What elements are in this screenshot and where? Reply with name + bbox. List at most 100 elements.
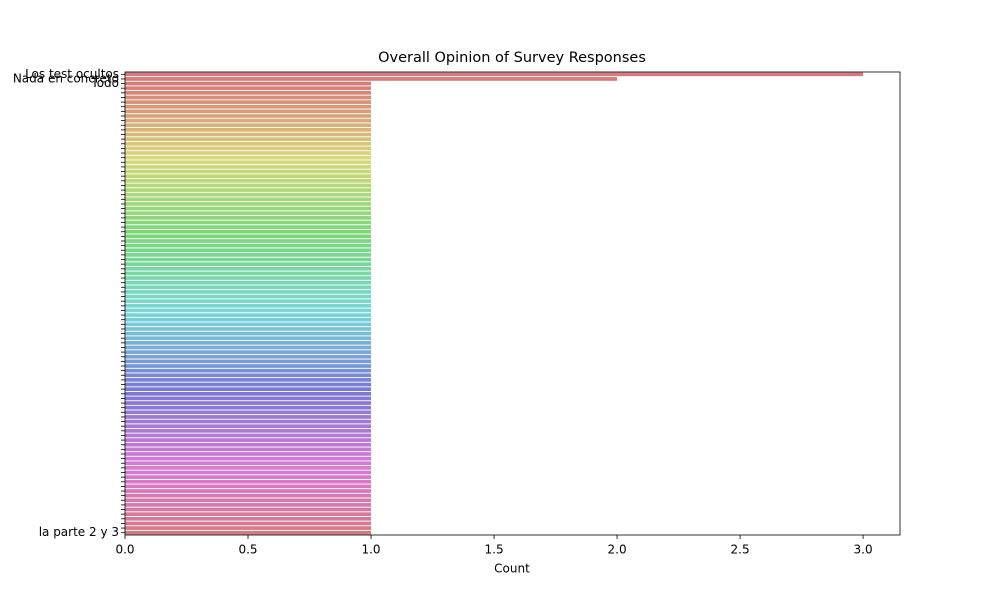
bar (125, 433, 372, 438)
bar (125, 405, 372, 410)
bar (125, 308, 372, 313)
bar (125, 299, 372, 304)
x-axis-label: Count (494, 562, 530, 576)
bar (125, 128, 372, 132)
bar (125, 132, 372, 137)
bar (125, 470, 372, 475)
bar (125, 118, 372, 123)
bar (125, 331, 372, 336)
bar (125, 81, 372, 86)
bar (125, 197, 372, 202)
x-tick-label: 2.5 (731, 543, 750, 557)
bar (125, 475, 372, 479)
bar (125, 484, 372, 489)
bar (125, 438, 372, 442)
bar (125, 368, 372, 373)
y-tick-label: Los test ocultos (25, 67, 119, 81)
bar (125, 266, 372, 271)
bar (125, 248, 372, 253)
bar (125, 280, 372, 285)
bar (125, 276, 372, 280)
bar (125, 262, 372, 266)
bar (125, 100, 372, 104)
bar (125, 442, 372, 447)
bar (125, 415, 372, 419)
bar (125, 350, 372, 354)
bar (125, 109, 372, 114)
bar (125, 229, 372, 234)
bar (125, 123, 372, 128)
bar (125, 243, 372, 248)
bar (125, 461, 372, 466)
x-tick-label: 2.0 (608, 543, 627, 557)
bar (125, 239, 372, 243)
bar (125, 271, 372, 276)
y-tick-label: Todo (90, 76, 119, 90)
bar (125, 452, 372, 456)
bar (125, 155, 372, 160)
bar (125, 104, 372, 109)
bar (125, 160, 372, 165)
bar (125, 498, 372, 503)
bar (125, 410, 372, 415)
bar (125, 512, 372, 517)
bar (125, 174, 372, 179)
bar (125, 447, 372, 452)
bar (125, 317, 372, 322)
bar (125, 493, 372, 498)
bar (125, 169, 372, 174)
bar (125, 220, 372, 225)
chart-title: Overall Opinion of Survey Responses (378, 50, 646, 66)
bar (125, 165, 372, 169)
bar (125, 419, 372, 424)
bar (125, 303, 372, 308)
bar (125, 507, 372, 512)
bar (125, 206, 372, 211)
bar (125, 345, 372, 350)
bar (125, 378, 372, 382)
bar (125, 503, 372, 507)
x-tick-label: 1.0 (361, 543, 380, 557)
bar (125, 225, 372, 229)
bar (125, 373, 372, 378)
bar (125, 183, 372, 188)
bar (125, 285, 372, 290)
bar (125, 466, 372, 470)
bar (125, 137, 372, 141)
y-tick-label: Nada en concreto (13, 71, 119, 85)
bar (125, 424, 372, 429)
bar (125, 401, 372, 405)
bar (125, 354, 372, 359)
bar (125, 257, 372, 262)
bar (125, 479, 372, 484)
bar (125, 192, 372, 197)
bar (125, 146, 372, 151)
bar (125, 253, 372, 257)
bar (125, 90, 372, 95)
bar (125, 188, 372, 192)
x-tick-label: 1.5 (485, 543, 504, 557)
bar (125, 211, 372, 216)
bar (125, 391, 372, 396)
x-tick-label: 0.0 (115, 543, 134, 557)
x-tick-label: 0.5 (238, 543, 257, 557)
bar (125, 72, 864, 77)
bar (125, 77, 618, 81)
bar (125, 86, 372, 91)
bar (125, 521, 372, 526)
bar (125, 489, 372, 493)
bar (125, 215, 372, 220)
bar (125, 526, 372, 530)
bar (125, 387, 372, 392)
bar (125, 428, 372, 433)
bar (125, 327, 372, 331)
bar (125, 151, 372, 155)
bar (125, 178, 372, 183)
bar (125, 234, 372, 239)
bar (125, 294, 372, 299)
y-tick-label: la parte 2 y 3 (39, 525, 119, 539)
bar (125, 114, 372, 118)
bar (125, 322, 372, 327)
bar (125, 382, 372, 387)
